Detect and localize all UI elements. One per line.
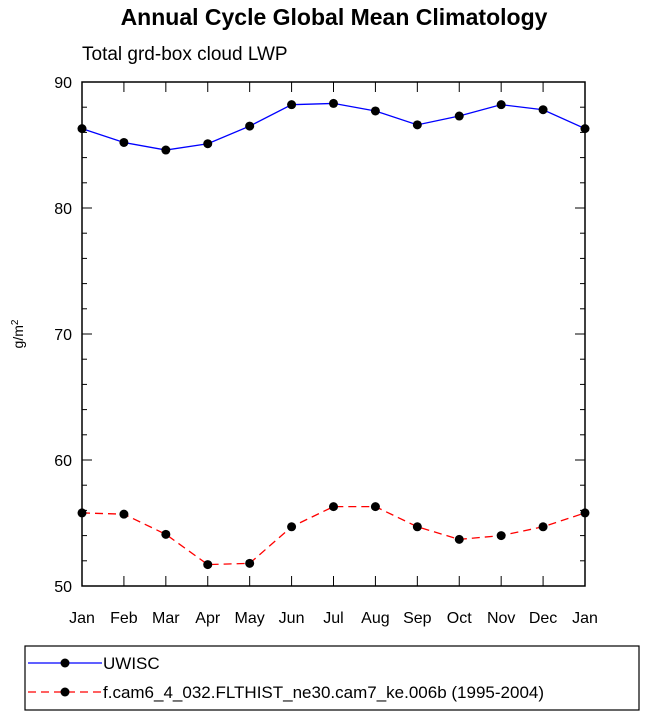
series-point-uwisc bbox=[119, 137, 129, 147]
y-tick-label: 70 bbox=[54, 327, 72, 344]
x-tick-label: Jan bbox=[572, 610, 598, 627]
legend: UWISC f.cam6_4_032.FLTHIST_ne30.cam7_ke.… bbox=[24, 645, 640, 711]
legend-box bbox=[24, 645, 640, 711]
x-tick-label: Dec bbox=[529, 610, 557, 627]
series-point-uwisc bbox=[454, 111, 464, 121]
x-tick-label: Mar bbox=[152, 610, 180, 627]
y-axis-title-superscript: 2 bbox=[10, 319, 21, 325]
y-axis-title-unit: g/m bbox=[10, 325, 26, 348]
x-tick-label: Feb bbox=[110, 610, 138, 627]
series-point-cam bbox=[245, 558, 255, 568]
series-point-cam bbox=[203, 560, 213, 570]
series-point-cam bbox=[538, 522, 548, 532]
y-tick-label: 80 bbox=[54, 201, 72, 218]
x-tick-label: Jan bbox=[69, 610, 95, 627]
series-point-uwisc bbox=[412, 120, 422, 130]
series-point-uwisc bbox=[245, 121, 255, 131]
plot-frame bbox=[81, 81, 586, 587]
x-tick-label: Oct bbox=[447, 610, 472, 627]
series-point-cam bbox=[496, 531, 506, 541]
series-point-uwisc bbox=[329, 98, 338, 108]
x-tick-label: Aug bbox=[361, 610, 389, 627]
series-point-uwisc bbox=[538, 105, 548, 115]
series-point-cam bbox=[454, 534, 464, 544]
series-point-cam bbox=[287, 522, 297, 532]
x-tick-label: Jun bbox=[279, 610, 305, 627]
plot-layer: 50 60 70 80 90 Jan Feb Mar Apr May Jun Jul Aug Sep Oct… bbox=[54, 75, 598, 627]
series-point-uwisc bbox=[161, 145, 171, 155]
x-tick-label: May bbox=[235, 610, 265, 627]
series-point-uwisc bbox=[203, 139, 213, 149]
x-tick-label: Jul bbox=[323, 610, 343, 627]
series-line-cam bbox=[81, 505, 586, 566]
series-point-cam bbox=[412, 522, 422, 532]
legend-item-uwisc: UWISC bbox=[28, 654, 160, 673]
chart-title: Annual Cycle Global Mean Climatology bbox=[121, 4, 548, 30]
series-point-uwisc bbox=[370, 106, 380, 116]
x-tick-label: Sep bbox=[403, 610, 432, 627]
series-point-uwisc bbox=[287, 100, 297, 110]
series-point-cam bbox=[329, 502, 338, 512]
y-tick-label: 90 bbox=[54, 75, 72, 92]
legend-label-cam: f.cam6_4_032.FLTHIST_ne30.cam7_ke.006b (… bbox=[103, 683, 544, 702]
series-point-cam bbox=[161, 529, 171, 539]
legend-item-cam: f.cam6_4_032.FLTHIST_ne30.cam7_ke.006b (… bbox=[28, 683, 544, 702]
y-axis-title: g/m2 bbox=[10, 319, 26, 348]
series-line-uwisc bbox=[81, 102, 586, 151]
x-tick-label: Nov bbox=[487, 610, 515, 627]
y-tick-label: 60 bbox=[54, 453, 72, 470]
chart-subtitle: Total grd-box cloud LWP bbox=[82, 44, 288, 65]
series-point-cam bbox=[119, 509, 129, 519]
y-tick-label: 50 bbox=[54, 579, 72, 596]
x-tick-label: Apr bbox=[195, 610, 221, 627]
series-point-cam bbox=[370, 502, 380, 512]
series-point-uwisc bbox=[496, 100, 506, 110]
legend-label-uwisc: UWISC bbox=[103, 654, 160, 673]
legend-marker-cam bbox=[60, 687, 70, 697]
svg-text:g/m2: g/m2 bbox=[10, 319, 26, 348]
legend-marker-uwisc bbox=[60, 658, 70, 668]
